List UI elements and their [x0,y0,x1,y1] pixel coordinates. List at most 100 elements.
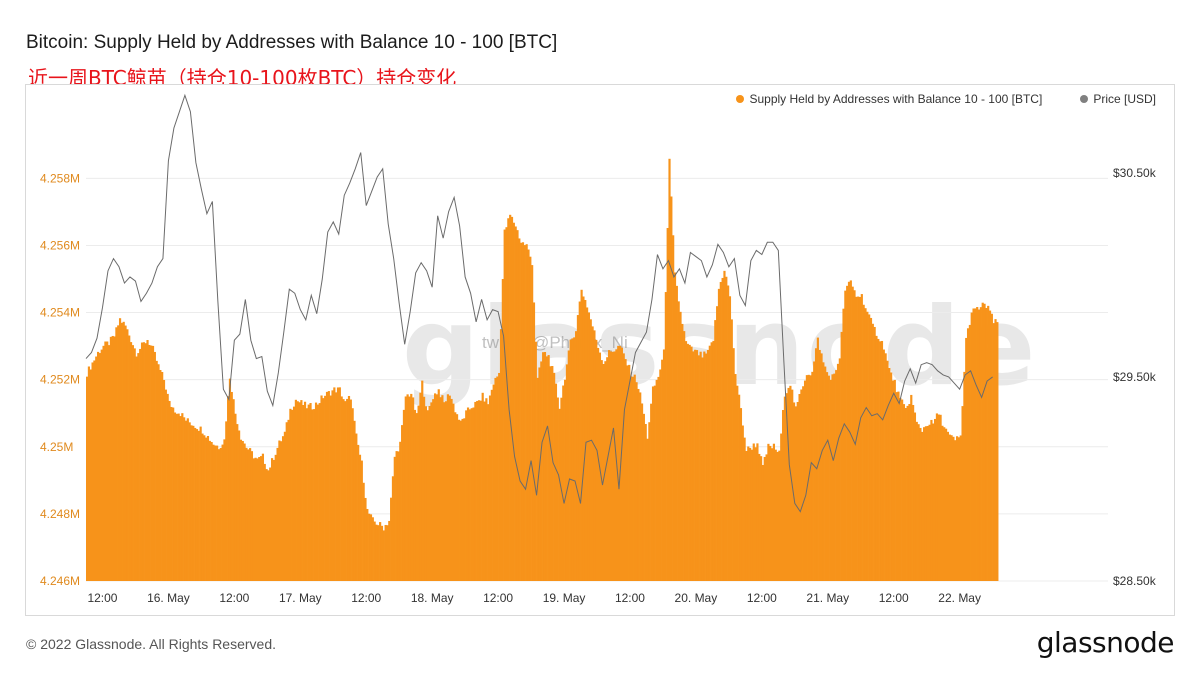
supply-bar [948,434,951,581]
supply-bar [606,357,609,581]
supply-bar [294,399,297,581]
supply-bar [736,385,739,581]
supply-bar [538,367,541,581]
legend-label-price: Price [USD] [1093,92,1156,106]
supply-bar [930,419,933,581]
supply-bar [586,307,589,581]
right-axis-tick-label: $29.50k [1113,370,1157,384]
supply-bar [822,362,825,581]
supply-bar [186,418,189,581]
supply-bar [639,392,642,581]
supply-bar [353,420,356,581]
supply-bar [873,326,876,581]
supply-bar [410,393,413,581]
supply-bar [457,419,460,581]
supply-bar [913,412,917,581]
copyright-text: © 2022 Glassnode. All Rights Reserved. [26,636,277,652]
supply-bar [173,412,177,581]
supply-bar [653,385,656,581]
supply-bar [955,436,959,581]
supply-bar [287,419,290,581]
supply-bar [291,409,294,581]
supply-bar [109,336,112,581]
supply-bar [117,325,120,581]
supply-bar [901,399,904,581]
supply-bar [219,448,222,581]
supply-bar [254,457,257,581]
supply-bar [129,342,133,581]
x-axis-tick-label: 17. May [279,591,322,605]
supply-bar [520,242,523,581]
supply-bar [554,383,558,581]
supply-bar [838,358,841,581]
supply-bar [798,394,801,581]
supply-bar [477,400,481,581]
supply-bar [263,463,266,581]
supply-bar [640,403,644,581]
supply-bar [792,402,796,581]
supply-bar [113,336,116,581]
legend-item-supply[interactable]: Supply Held by Addresses with Balance 10… [736,92,1042,106]
supply-bar [452,403,455,581]
x-axis-tick-label: 12:00 [483,591,513,605]
supply-bar [928,424,931,581]
supply-bar [814,348,818,581]
supply-bar [664,292,667,581]
x-axis-tick-label: 20. May [675,591,718,605]
supply-bar [236,424,239,581]
supply-bar [983,303,986,581]
supply-bar [369,514,373,581]
supply-bar [357,444,360,581]
supply-bar [91,362,94,581]
supply-bar [637,388,640,581]
supply-bar [172,407,175,581]
left-axis-tick-label: 4.246M [40,574,80,588]
supply-bar [472,407,475,581]
supply-bar [910,394,913,581]
supply-bar [225,421,228,581]
supply-bar [430,402,433,581]
supply-bar [140,342,144,581]
supply-bar [961,406,964,581]
supply-bar [184,420,188,581]
supply-bar [402,409,406,581]
supply-bar [455,414,459,581]
supply-bar [681,323,684,581]
supply-bar [250,451,254,581]
x-axis-tick-label: 19. May [543,591,586,605]
supply-bar [390,497,393,581]
supply-bar [214,445,217,581]
supply-bar [388,520,391,581]
supply-bar [157,364,160,581]
supply-bar [575,331,578,581]
supply-bar [972,308,975,581]
supply-bar [662,349,666,581]
supply-bar [498,372,501,581]
supply-bar [217,449,221,581]
supply-bar [342,399,345,581]
supply-bar [897,391,900,581]
legend-item-price[interactable]: Price [USD] [1080,92,1156,106]
supply-bar [485,398,488,581]
supply-bar [785,393,788,581]
supply-bar [893,379,896,581]
supply-bar [302,405,305,581]
supply-bar [849,280,852,581]
supply-bar [322,398,325,581]
right-axis-tick-label: $30.50k [1113,166,1157,180]
supply-bar [880,340,884,581]
supply-bar [307,404,310,581]
supply-bar [320,395,323,581]
supply-bar [278,440,281,581]
supply-bar [238,430,241,581]
supply-bar [413,409,417,581]
supply-bar [987,305,990,581]
supply-bar [529,256,532,581]
supply-bar [324,395,327,581]
supply-bar [289,408,292,581]
supply-bar [192,425,195,581]
supply-bar [864,308,867,581]
supply-bar [509,214,512,581]
supply-bar [148,344,151,581]
